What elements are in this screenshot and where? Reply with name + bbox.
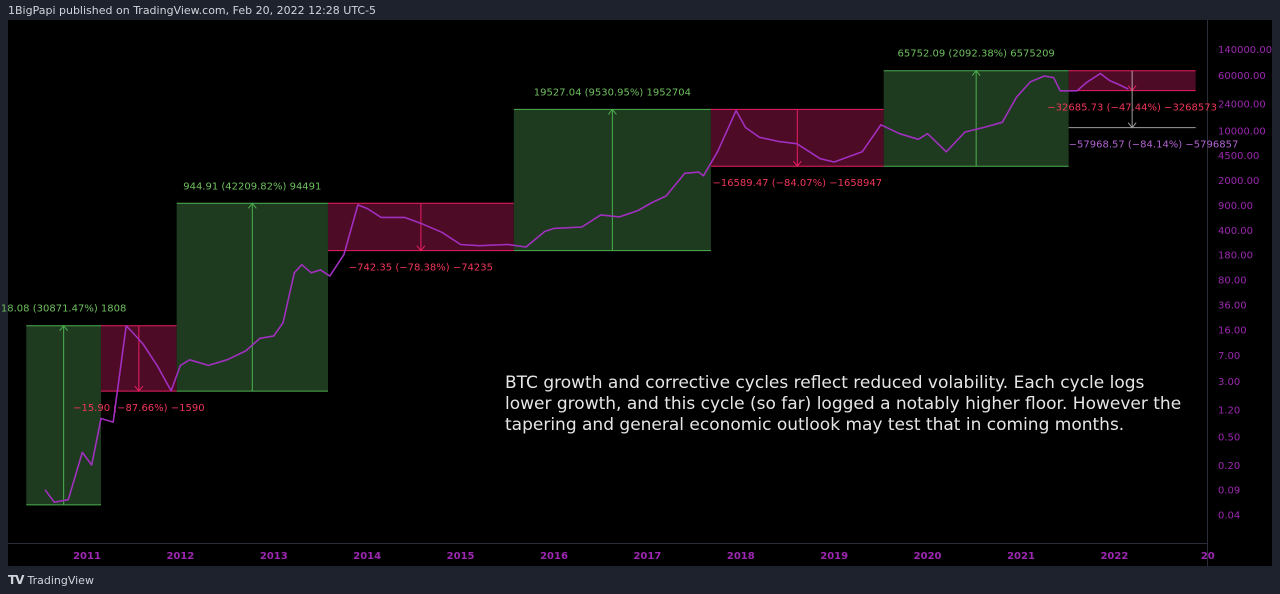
- x-tick-label: 2020: [914, 551, 942, 562]
- x-tick-label: 2016: [540, 551, 568, 562]
- y-tick-label: 24000.00: [1218, 99, 1266, 110]
- y-axis-strip[interactable]: [1208, 20, 1272, 566]
- y-tick-label: 36.00: [1218, 300, 1247, 311]
- measure-growth[interactable]: 19527.04 (9530.95%) 1952704: [513, 87, 711, 252]
- y-tick-label: 0.50: [1218, 433, 1240, 444]
- measure-label: 19527.04 (9530.95%) 1952704: [534, 87, 691, 98]
- measure-drop[interactable]: −742.35 (−78.38%) −74235: [327, 202, 514, 274]
- x-tick-label: 2017: [633, 551, 661, 562]
- y-tick-label: 0.04: [1218, 511, 1240, 522]
- footer-brand[interactable]: TV TradingView: [8, 573, 94, 587]
- x-tick-label: 2022: [1100, 551, 1128, 562]
- y-tick-label: 80.00: [1218, 276, 1247, 287]
- x-tick-label: 2019: [820, 551, 848, 562]
- measure-label: 18.08 (30871.47%) 1808: [1, 304, 126, 315]
- x-tick-label: 2018: [727, 551, 755, 562]
- x-tick-label: 2011: [73, 551, 101, 562]
- arrow-head-icon: [1127, 122, 1137, 129]
- y-tick-label: 180.00: [1218, 251, 1253, 262]
- y-tick-label: 3.00: [1218, 377, 1240, 388]
- x-tick-label: 2012: [166, 551, 194, 562]
- y-tick-label: 140000.00: [1218, 45, 1272, 56]
- measure-label: 944.91 (42209.82%) 94491: [183, 181, 321, 192]
- y-tick-label: 4500.00: [1218, 151, 1259, 162]
- arrow-up-icon: [607, 108, 617, 115]
- arrow-up-icon: [971, 69, 981, 77]
- brand-name: TradingView: [27, 573, 94, 587]
- chart-annotation-note: BTC growth and corrective cycles reflect…: [505, 373, 1182, 435]
- measure-label: −742.35 (−78.38%) −74235: [349, 263, 493, 274]
- x-tick-label: 2015: [447, 551, 475, 562]
- measure-label: −15.90 (−87.66%) −1590: [73, 403, 205, 414]
- arrow-up-icon: [247, 202, 257, 209]
- arrow-down-icon: [416, 245, 426, 252]
- measure-label: 65752.09 (2092.38%) 6575209: [898, 49, 1055, 60]
- y-tick-label: 900.00: [1218, 201, 1253, 212]
- measure-label: −16589.47 (−84.07%) −1658947: [712, 178, 882, 189]
- x-tick-label: 2021: [1007, 551, 1035, 562]
- x-tick-label: 20: [1201, 551, 1215, 562]
- measure-label: −57968.57 (−84.14%) −5796857: [1069, 140, 1239, 151]
- y-tick-label: 10000.00: [1218, 126, 1266, 137]
- arrow-down-icon: [792, 160, 802, 168]
- measure-growth[interactable]: 944.91 (42209.82%) 94491: [176, 181, 328, 392]
- measure-growth[interactable]: 18.08 (30871.47%) 1808: [1, 304, 126, 506]
- tradingview-logo-icon: TV: [8, 573, 25, 587]
- y-tick-label: 400.00: [1218, 226, 1253, 237]
- measure-gray[interactable]: −57968.57 (−84.14%) −5796857: [1068, 70, 1239, 151]
- measure-drop[interactable]: −15.90 (−87.66%) −1590: [73, 325, 205, 414]
- measure-growth[interactable]: 65752.09 (2092.38%) 6575209: [883, 49, 1069, 167]
- y-tick-label: 0.20: [1218, 461, 1240, 472]
- y-tick-label: 16.00: [1218, 325, 1247, 336]
- publisher-header: 1BigPapi published on TradingView.com, F…: [8, 4, 377, 17]
- arrow-up-icon: [59, 324, 69, 332]
- y-tick-label: 60000.00: [1218, 71, 1266, 82]
- y-tick-label: 0.09: [1218, 486, 1240, 497]
- y-tick-label: 7.00: [1218, 351, 1240, 362]
- x-axis-strip[interactable]: [8, 544, 1207, 566]
- arrow-down-icon: [134, 385, 144, 392]
- price-line: [44, 72, 1129, 504]
- y-tick-label: 2000.00: [1218, 176, 1259, 187]
- x-tick-label: 2014: [353, 551, 381, 562]
- y-tick-label: 1.20: [1218, 406, 1240, 417]
- measure-drop[interactable]: −16589.47 (−84.07%) −1658947: [710, 108, 884, 189]
- x-tick-label: 2013: [260, 551, 288, 562]
